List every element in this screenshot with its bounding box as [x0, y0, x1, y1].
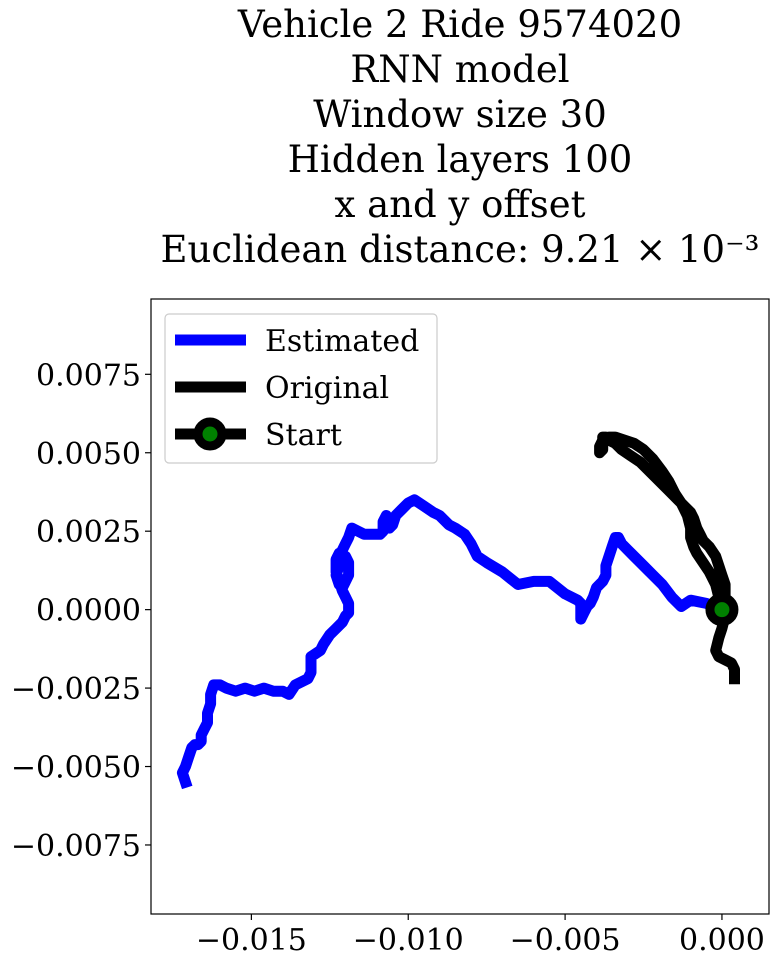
series-layer — [176, 431, 740, 790]
legend-label-start: Start — [265, 418, 342, 453]
start-marker — [705, 593, 739, 627]
y-tick-label: 0.0000 — [36, 594, 141, 629]
series-line-original — [594, 431, 740, 685]
y-tick-label: −0.0025 — [11, 672, 141, 707]
y-tick-label: −0.0050 — [11, 751, 141, 786]
title-line-5: x and y offset — [334, 183, 586, 226]
x-tick-label: −0.015 — [196, 923, 307, 958]
y-tick-label: −0.0075 — [11, 829, 141, 864]
title-line-4: Hidden layers 100 — [287, 138, 633, 181]
y-tick-label: 0.0050 — [36, 437, 141, 472]
y-tick-label: 0.0075 — [36, 358, 141, 393]
x-tick-label: −0.005 — [510, 923, 621, 958]
title-line-1: Vehicle 2 Ride 9574020 — [237, 3, 683, 46]
legend: Estimated Original Start — [164, 313, 438, 464]
x-tick-label: −0.010 — [353, 923, 464, 958]
legend-box — [164, 313, 438, 464]
plot-frame — [150, 298, 770, 915]
legend-start-marker — [193, 417, 227, 451]
axis-ticks: −0.015 −0.010 −0.005 0.000 0.0075 0.0050 0.002… — [11, 358, 765, 958]
series-line-estimated — [176, 494, 730, 790]
x-tick-label: 0.000 — [679, 923, 765, 958]
legend-label-estimated: Estimated — [265, 324, 419, 359]
title-line-3: Window size 30 — [313, 93, 607, 136]
title-line-6: Euclidean distance: 9.21 × 10⁻³ — [160, 228, 760, 271]
title-line-2: RNN model — [350, 48, 570, 91]
legend-label-original: Original — [265, 371, 389, 406]
y-tick-label: 0.0025 — [36, 515, 141, 550]
